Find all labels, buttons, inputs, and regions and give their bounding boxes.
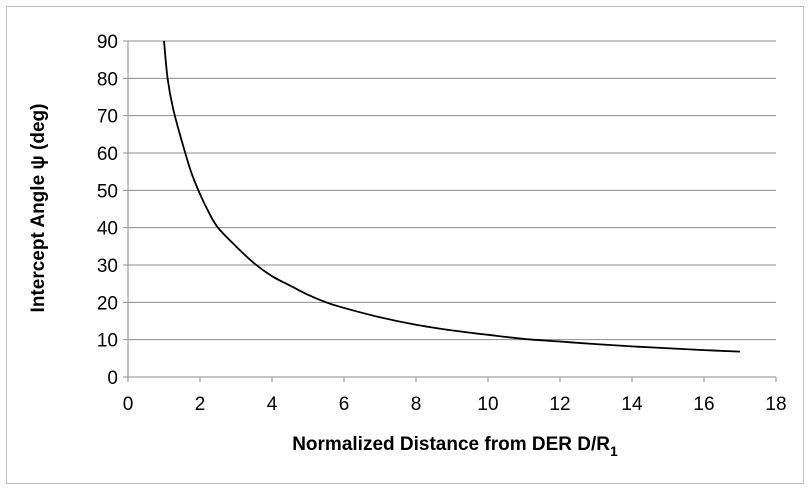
- series-line: [163, 40, 741, 353]
- y-tick-label-5: 50: [97, 181, 118, 202]
- y-tick-label-1: 10: [97, 331, 118, 352]
- x-tick-label-8: 16: [693, 394, 714, 415]
- y-tick-label-6: 60: [97, 144, 118, 165]
- x-tick-label-0: 0: [123, 394, 134, 415]
- y-axis-title: Intercept Angle ψ (deg): [28, 104, 49, 313]
- x-tick-label-1: 2: [195, 394, 206, 415]
- x-tick-label-2: 4: [267, 394, 278, 415]
- x-tick-label-4: 8: [411, 394, 422, 415]
- axes: [123, 40, 777, 382]
- x-tick-label-3: 6: [339, 394, 350, 415]
- y-tick-label-9: 90: [97, 32, 118, 53]
- chart-frame: [6, 6, 804, 484]
- y-tick-labels: 0 10 20 30 40 50 60 70 80 90: [97, 32, 118, 389]
- y-tick-label-8: 80: [97, 69, 118, 90]
- x-axis-title: Normalized Distance from DER D/R1: [292, 434, 618, 459]
- x-tick-labels: 0 2 4 6 8 10 12 14 16 18: [123, 394, 787, 415]
- y-tick-label-2: 20: [97, 293, 118, 314]
- x-axis-title-main: Normalized Distance from DER D/R: [292, 434, 610, 455]
- x-axis-title-subscript: 1: [610, 443, 618, 459]
- x-tick-label-9: 18: [765, 394, 786, 415]
- x-tick-label-6: 12: [549, 394, 570, 415]
- x-tick-label-5: 10: [477, 394, 498, 415]
- y-tick-label-3: 30: [97, 256, 118, 277]
- y-tick-label-7: 70: [97, 107, 118, 128]
- gridlines: [128, 40, 776, 341]
- y-tick-label-4: 40: [97, 219, 118, 240]
- y-tick-label-0: 0: [107, 368, 118, 389]
- x-tick-label-7: 14: [621, 394, 643, 415]
